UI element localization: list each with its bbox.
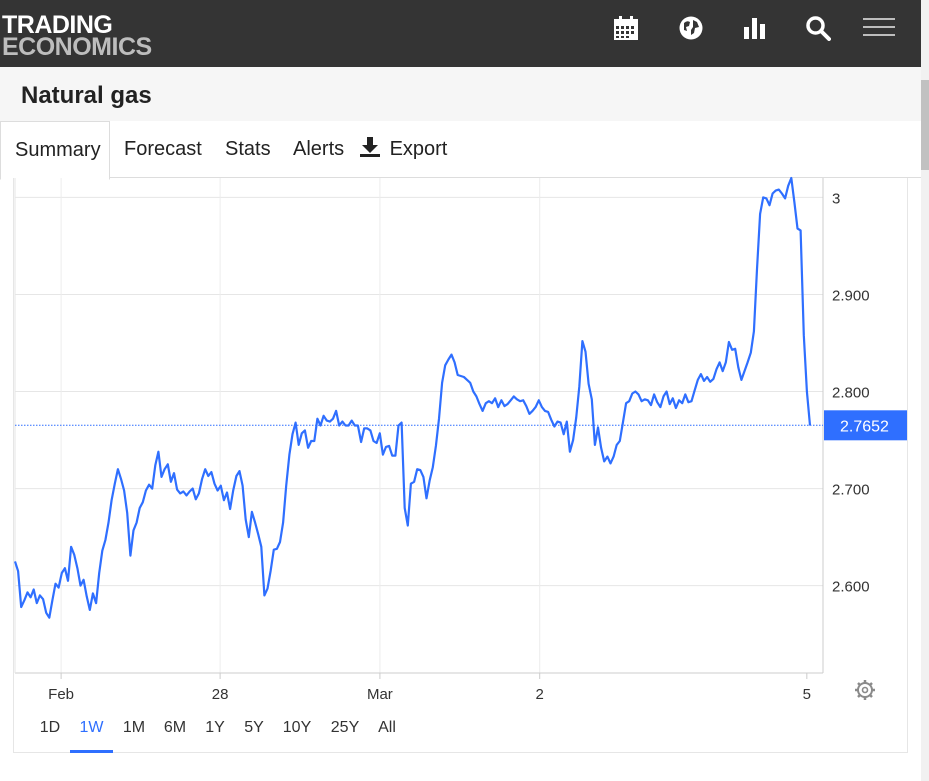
- calendar-icon[interactable]: [613, 15, 641, 43]
- logo-line-2: ECONOMICS: [2, 33, 152, 61]
- price-series-line: [13, 176, 812, 619]
- page-title: Natural gas: [21, 82, 152, 109]
- range-10y[interactable]: 10Y: [282, 719, 312, 736]
- title-bar: Natural gas: [0, 67, 921, 121]
- range-all[interactable]: All: [378, 719, 396, 736]
- range-5y[interactable]: 5Y: [244, 719, 264, 736]
- logo-line-1: TRADING: [2, 11, 113, 39]
- x-tick-label: Mar: [367, 686, 393, 703]
- tab-bar: Summary Forecast Stats Alerts Export: [0, 121, 921, 180]
- chart-panel: [13, 178, 908, 753]
- y-tick-label: 2.900: [832, 287, 870, 304]
- tab-export-label: Export: [389, 138, 448, 160]
- range-6m[interactable]: 6M: [163, 719, 187, 736]
- range-1d[interactable]: 1D: [39, 719, 61, 736]
- x-tick-label: 5: [803, 686, 811, 703]
- tab-export[interactable]: Export: [360, 121, 447, 177]
- tab-stats[interactable]: Stats: [225, 138, 271, 160]
- menu-icon[interactable]: [863, 15, 895, 43]
- bar-chart-icon[interactable]: [742, 15, 770, 43]
- trading-economics-logo[interactable]: TRADING ECONOMICS: [2, 11, 152, 61]
- last-price-label: 2.7652: [840, 418, 889, 435]
- y-tick-label: 3: [832, 190, 840, 207]
- x-tick-label: 2: [536, 686, 544, 703]
- scrollbar-thumb[interactable]: [921, 80, 929, 170]
- price-chart[interactable]: Feb 28 Mar 2 5 3 2.900 2.800 2.700 2.600 2.7652: [0, 0, 921, 710]
- last-price-badge: [824, 410, 907, 441]
- top-navigation-bar: TRADING ECONOMICS: [0, 0, 921, 67]
- y-tick-label: 2.600: [832, 579, 870, 596]
- x-tick-label: Feb: [48, 686, 74, 703]
- x-tick-label: 28: [212, 686, 229, 703]
- range-1w[interactable]: 1W: [70, 712, 113, 753]
- range-1m[interactable]: 1M: [122, 719, 146, 736]
- tab-alerts[interactable]: Alerts: [293, 138, 345, 160]
- download-icon: [360, 137, 380, 157]
- y-tick-label: 2.800: [832, 385, 870, 402]
- chart-settings-gear-icon[interactable]: [855, 680, 875, 700]
- range-25y[interactable]: 25Y: [330, 719, 360, 736]
- y-tick-label: 2.700: [832, 482, 870, 499]
- tab-forecast[interactable]: Forecast: [124, 138, 202, 160]
- search-icon[interactable]: [805, 15, 833, 43]
- globe-icon[interactable]: [678, 15, 706, 43]
- page-scrollbar[interactable]: [921, 0, 929, 781]
- tab-summary[interactable]: Summary: [0, 121, 110, 180]
- range-1y[interactable]: 1Y: [205, 719, 225, 736]
